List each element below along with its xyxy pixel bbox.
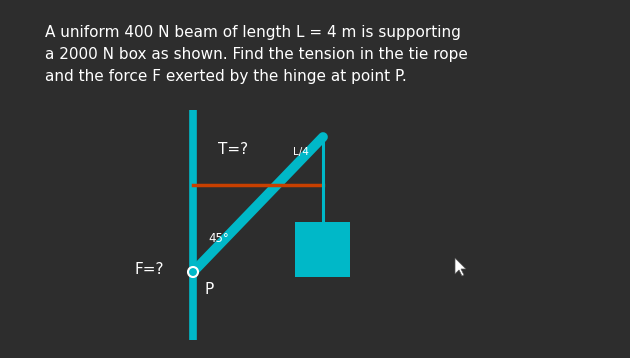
Text: L/4: L/4 — [293, 147, 309, 157]
Text: P: P — [205, 282, 214, 297]
Text: 45°: 45° — [208, 232, 229, 245]
Text: F=?: F=? — [135, 262, 164, 277]
Text: A uniform 400 N beam of length L = 4 m is supporting
a 2000 N box as shown. Find: A uniform 400 N beam of length L = 4 m i… — [45, 25, 468, 84]
Text: T=?: T=? — [218, 142, 248, 157]
Bar — [295, 222, 350, 277]
Polygon shape — [455, 258, 466, 276]
